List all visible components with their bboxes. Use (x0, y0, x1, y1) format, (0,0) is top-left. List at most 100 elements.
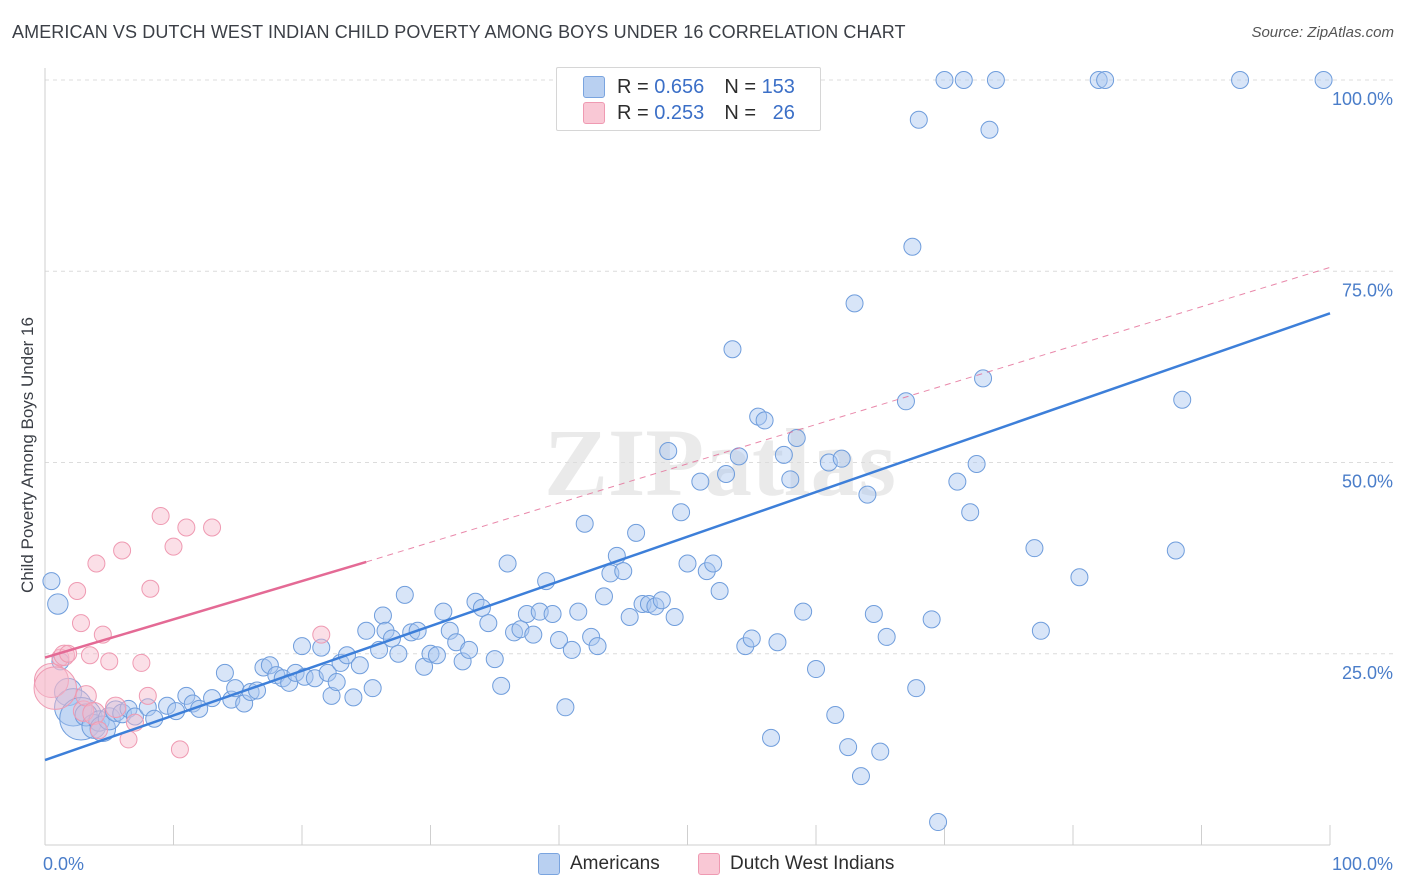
dutch-west-indians-n-value: 26 (772, 101, 795, 124)
americans-point (659, 442, 678, 461)
americans-point (415, 657, 434, 676)
americans-point (376, 621, 395, 640)
americans-point (807, 660, 825, 679)
americans-point (492, 676, 511, 695)
tick-labels: 25.0% 50.0% 75.0% 100.0% 0.0% 100.0% (43, 89, 1393, 874)
americans-point (440, 621, 459, 640)
americans-point (967, 455, 986, 474)
americans-point (158, 696, 177, 715)
americans-point (389, 644, 408, 663)
americans-point (652, 591, 671, 610)
americans-point (710, 582, 729, 601)
americans-point (1031, 621, 1050, 640)
americans-legend-label: Americans (570, 853, 660, 874)
americans-point (1166, 541, 1185, 560)
legend-row-dutch-west-indians: R = 0.253 N = 26 (583, 100, 795, 126)
dutch-west-indians-point (113, 541, 132, 560)
dutch-west-indians-point (151, 507, 170, 526)
r-label: R = (617, 75, 649, 98)
source-credit: Source: ZipAtlas.com (1251, 24, 1394, 41)
americans-point (845, 294, 864, 313)
americans-point (903, 237, 922, 256)
americans-point (562, 640, 581, 659)
bottom-legend-dutch-west-indians: Dutch West Indians (698, 851, 894, 877)
americans-point (980, 120, 999, 139)
dutch-west-indians-point (203, 518, 222, 537)
americans-point (948, 472, 967, 491)
americans-point (177, 686, 196, 705)
americans-point (907, 679, 926, 698)
americans-r-value: 0.656 (654, 75, 705, 98)
americans-point (620, 608, 639, 627)
dutch-west-indians-point (141, 579, 160, 598)
americans-point (672, 503, 691, 522)
dutch-west-indians-point (312, 625, 331, 644)
dutch-west-indians-point (104, 696, 127, 718)
dutch-west-indians-point (33, 666, 78, 710)
americans-point (569, 602, 588, 621)
americans-point (588, 637, 607, 656)
americans-point (235, 694, 254, 713)
americans-point (318, 663, 337, 682)
dutch-west-indians-point (89, 721, 108, 740)
americans-point (1096, 71, 1115, 89)
dutch-west-indians-point (71, 614, 90, 633)
dutch-west-indians-point (68, 582, 87, 601)
r-label: R = (617, 101, 649, 124)
americans-point (723, 340, 742, 359)
americans-legend-swatch (538, 853, 560, 875)
americans-point (768, 633, 787, 652)
americans-point (954, 71, 973, 89)
americans-point (582, 627, 601, 646)
americans-point (864, 604, 883, 623)
americans-point (871, 742, 890, 761)
americans-point (691, 472, 710, 491)
americans-point (421, 644, 440, 663)
dutch-west-indians-legend-swatch (698, 853, 720, 875)
americans-n-value: 153 (761, 75, 795, 98)
americans-point (794, 602, 813, 621)
dutch-west-indians-point (132, 653, 151, 672)
americans-point (125, 707, 144, 726)
dutch-west-indians-point (170, 740, 189, 759)
americans-point (1089, 71, 1108, 89)
americans-point (363, 679, 382, 698)
americans-point (742, 629, 761, 648)
americans-point (704, 554, 723, 573)
americans-point (395, 585, 414, 604)
americans-point (974, 369, 993, 388)
americans-point (498, 554, 517, 573)
americans-point (293, 637, 311, 656)
americans-point (357, 621, 376, 640)
y-tick-label: 75.0% (1342, 280, 1393, 300)
bottom-legend-americans: Americans (538, 851, 660, 877)
americans-point (322, 686, 341, 705)
legend-row-americans: R = 0.656 N = 153 (583, 74, 795, 100)
americans-point (373, 606, 392, 625)
americans-point (774, 445, 793, 464)
americans-point (543, 604, 562, 623)
americans-point (485, 650, 504, 669)
americans-point (986, 71, 1005, 89)
chart-title: AMERICAN VS DUTCH WEST INDIAN CHILD POVE… (12, 22, 906, 42)
americans-point (550, 630, 568, 649)
dutch-west-indians-point (177, 518, 196, 537)
americans-point (1070, 568, 1089, 587)
americans-point (717, 464, 736, 483)
americans-point (665, 608, 684, 627)
americans-point (524, 625, 543, 644)
dutch-west-indians-r-value: 0.253 (654, 101, 705, 124)
x-tick-label: 100.0% (1332, 854, 1393, 874)
americans-point (961, 503, 980, 522)
americans-point (260, 656, 279, 675)
dutch-west-indians-point (82, 701, 106, 725)
americans-point (1314, 71, 1333, 89)
y-tick-label: 25.0% (1342, 663, 1393, 683)
americans-points (42, 71, 1333, 832)
americans-point (1025, 539, 1044, 558)
americans-point (697, 562, 716, 581)
americans-point (556, 698, 575, 717)
americans-point (427, 646, 446, 665)
americans-trend-line (44, 312, 1331, 762)
americans-point (47, 593, 69, 615)
